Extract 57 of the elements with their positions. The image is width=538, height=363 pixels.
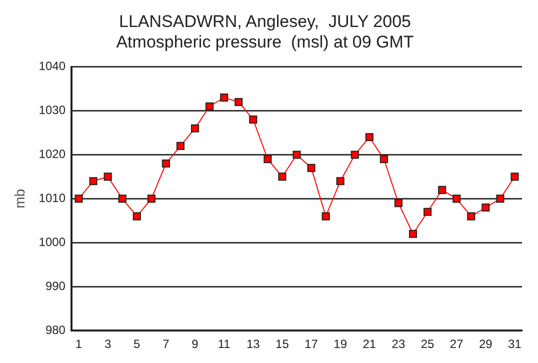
y-tick-label: 1000 [38,234,66,249]
point [147,194,156,203]
y-tick-label: 1040 [38,59,66,74]
point [176,142,185,150]
point [89,177,98,186]
x-tick-label: 5 [134,337,141,352]
point [467,212,476,220]
point [220,94,228,102]
chart-subtitle: Atmospheric pressure (msl) at 09 GMT [116,32,414,52]
point [162,159,170,168]
x-tick-label: 7 [162,337,170,352]
x-tick-label: 13 [246,337,260,352]
x-tick-label: 31 [508,337,522,352]
x-tick-label: 1 [75,337,82,352]
y-tick-label: 990 [45,278,66,293]
y-tick-label: 1020 [38,147,66,162]
y-tick-label: 980 [45,322,66,337]
point [424,208,432,216]
x-tick-label: 3 [104,337,112,352]
x-tick-label: 17 [304,337,318,352]
point [118,194,126,203]
point [482,203,490,212]
x-tick-label: 27 [450,337,464,352]
x-tick-label: 19 [334,337,348,352]
x-tick-label: 21 [362,337,376,352]
point [190,124,200,132]
point [249,116,258,124]
point [322,212,330,220]
x-tick-label: 23 [392,337,406,352]
point [394,199,403,208]
point [452,194,461,203]
point [206,102,214,110]
point [350,150,359,159]
chart-title: LLANSADWRN, Anglesey, JULY 2005 [119,12,411,31]
x-tick-label: 9 [192,337,199,352]
point [74,194,83,203]
point [278,172,286,181]
point [234,98,243,106]
y-axis-title: mb [11,188,28,208]
point [438,186,446,194]
point [380,155,388,164]
x-tick-label: 11 [218,337,231,352]
point [510,172,519,181]
y-tick-label: 1030 [38,103,66,118]
point [336,177,344,186]
point [264,155,272,164]
x-tick-label: 25 [420,337,435,352]
x-tick-label: 29 [478,337,493,352]
point [496,194,504,203]
point [307,164,316,172]
point [104,172,112,181]
x-tick-label: 15 [276,337,290,352]
point [408,230,418,238]
point [365,133,374,142]
point [292,150,301,159]
point [132,212,141,220]
y-tick-label: 1010 [38,191,66,206]
